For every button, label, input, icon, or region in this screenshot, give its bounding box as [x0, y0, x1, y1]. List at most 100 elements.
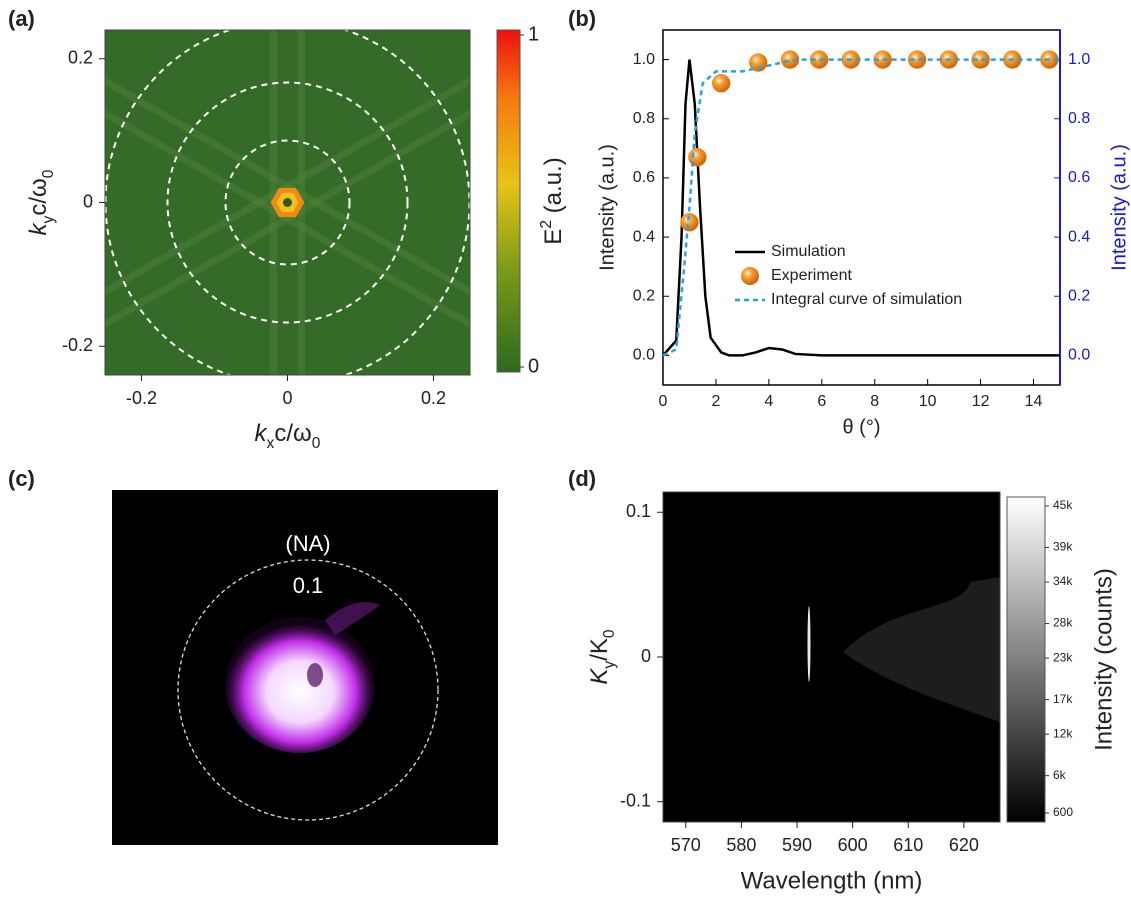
na-circle — [166, 81, 409, 324]
experiment-point — [711, 74, 731, 93]
y2-axis-label: Intensity (a.u.) — [1108, 144, 1130, 271]
x-tick-label: 4 — [764, 393, 773, 410]
x-tick-label: 590 — [782, 835, 812, 855]
experiment-point — [971, 50, 990, 69]
y2-tick-label: 0.8 — [1068, 110, 1090, 127]
colorbar-tick-label: 600 — [1053, 805, 1073, 819]
label-part: c/ω — [25, 178, 52, 215]
faint-emission — [843, 577, 1000, 722]
panel-label: (b) — [568, 6, 596, 31]
x-tick-label: 0.2 — [421, 388, 446, 408]
x-tick-label: 6 — [817, 393, 826, 410]
y-tick-label: -0.1 — [620, 790, 651, 810]
x-axis-label: θ (°) — [843, 416, 881, 438]
colorbar-tick-label: 45k — [1053, 498, 1073, 512]
y-tick-label: 0 — [83, 191, 93, 211]
x-tick-label: -0.2 — [126, 388, 157, 408]
y-tick-label: 1.0 — [633, 51, 655, 68]
y-tick-label: -0.2 — [62, 335, 93, 355]
label-part: k — [255, 420, 269, 447]
emission-dark-spot — [307, 663, 323, 687]
y-tick-label: 0.6 — [633, 169, 655, 186]
y-axis-label: Intensity (a.u.) — [596, 144, 618, 271]
experiment-point — [809, 50, 829, 69]
x-tick-label: 8 — [870, 393, 879, 410]
experiment-point — [688, 147, 707, 167]
panel-label: (a) — [8, 6, 35, 31]
legend-swatch — [741, 267, 759, 285]
y-tick-label: 0.2 — [68, 48, 93, 68]
panel-label: (c) — [8, 466, 35, 491]
x-tick-label: 0 — [282, 388, 292, 408]
x-tick-label: 600 — [838, 835, 868, 855]
y-tick-label: 0.2 — [633, 287, 655, 304]
x-axis-label: kxc/ω0 — [255, 420, 321, 451]
label-part: /K — [586, 638, 613, 661]
y-axis-label: Ky/K0 — [586, 629, 617, 685]
label-part: 0 — [40, 169, 57, 178]
na-circle — [224, 139, 351, 266]
central-hole — [283, 198, 292, 207]
annotation: 0.1 — [293, 573, 324, 598]
x-axis-label: Wavelength (nm) — [741, 867, 923, 894]
experiment-point — [680, 213, 699, 232]
colorbar-tick-label: 39k — [1053, 540, 1073, 554]
label-part: k — [25, 221, 52, 235]
label-part: y — [40, 215, 57, 223]
legend-label: Integral curve of simulation — [771, 291, 962, 308]
colorbar-tick-label: 1 — [528, 23, 539, 45]
colorbar-tick-label: 23k — [1053, 650, 1073, 664]
colorbar-label: Intensity (counts) — [1090, 568, 1117, 751]
colorbar-tick-label: 12k — [1053, 726, 1073, 740]
colorbar-label: E2 (a.u.) — [538, 157, 568, 244]
colorbar-tick-label: 0 — [528, 355, 539, 377]
panel-label: (d) — [568, 466, 596, 491]
x-tick-label: 2 — [711, 393, 720, 410]
experiment-point — [907, 50, 927, 69]
y2-tick-label: 0.0 — [1068, 347, 1090, 364]
y-tick-label: 0.8 — [633, 110, 655, 127]
emission-spot — [225, 617, 375, 753]
colorbar — [1006, 496, 1046, 823]
y-axis-label: kyc/ω0 — [25, 169, 56, 235]
x-tick-label: 570 — [671, 835, 701, 855]
annotation: (NA) — [285, 531, 330, 556]
na-circle — [177, 559, 439, 821]
label-part: (a.u.) — [540, 157, 567, 220]
x-tick-label: 12 — [972, 393, 990, 410]
label-part: c/ω — [274, 420, 311, 447]
y-tick-label: 0.4 — [633, 228, 655, 245]
colorbar-tick-label: 34k — [1053, 574, 1073, 588]
series-line — [662, 59, 1060, 357]
label-part: x — [267, 435, 275, 452]
colorbar-tick-label: 28k — [1053, 616, 1073, 630]
label-part: E — [540, 229, 567, 245]
y2-tick-label: 0.4 — [1068, 228, 1090, 245]
experiment-point — [873, 50, 892, 69]
label-part: 0 — [601, 629, 618, 638]
y2-tick-label: 0.6 — [1068, 169, 1090, 186]
y-tick-label: 0.1 — [626, 501, 651, 521]
y-tick-label: 0 — [641, 646, 651, 666]
y2-tick-label: 1.0 — [1068, 51, 1090, 68]
emission-line — [807, 606, 811, 682]
label-part: y — [601, 661, 618, 669]
label-part: 0 — [312, 435, 321, 452]
legend-label: Simulation — [771, 243, 846, 260]
legend-label: Experiment — [771, 267, 852, 284]
x-tick-label: 580 — [726, 835, 756, 855]
x-tick-label: 10 — [919, 393, 937, 410]
y2-tick-label: 0.2 — [1068, 287, 1090, 304]
x-tick-label: 0 — [659, 393, 668, 410]
colorbar-tick-label: 6k — [1053, 768, 1067, 782]
label-part: 2 — [538, 220, 555, 229]
y-tick-label: 0.0 — [633, 347, 655, 364]
x-tick-label: 610 — [893, 835, 923, 855]
label-part: K — [586, 668, 613, 685]
x-tick-label: 14 — [1025, 393, 1043, 410]
x-tick-label: 620 — [949, 835, 979, 855]
heatmap-image — [105, 30, 470, 375]
colorbar — [496, 29, 521, 373]
colorbar-tick-label: 17k — [1053, 692, 1073, 706]
